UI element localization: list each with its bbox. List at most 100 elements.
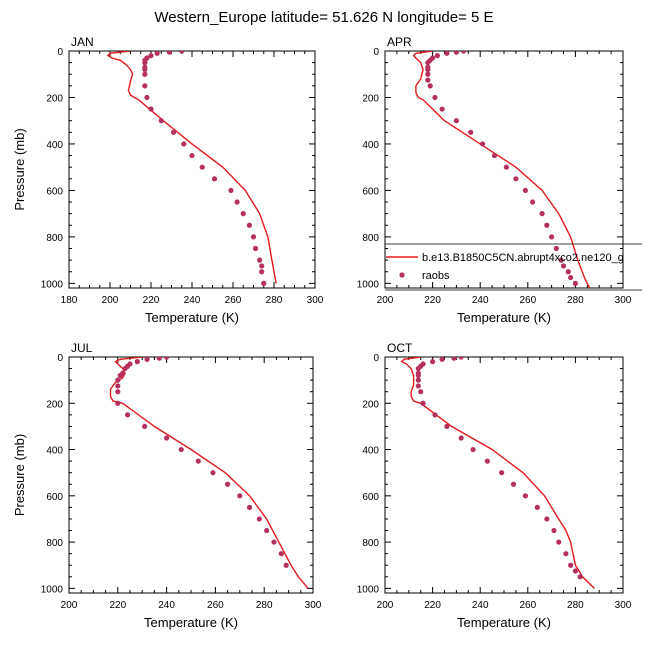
raobs-point (164, 435, 170, 441)
raobs-point (513, 176, 519, 182)
raobs-point (181, 141, 187, 147)
raobs-point (510, 481, 517, 487)
y-axis-title: Pressure (mb) (12, 434, 27, 516)
raobs-point (458, 357, 464, 360)
y-tick-label: 0 (373, 353, 379, 364)
raobs-point (499, 470, 505, 476)
raobs-point (434, 53, 440, 59)
raobs-point (156, 357, 162, 361)
plot-area (412, 51, 591, 288)
x-tick-label: 200 (377, 295, 394, 306)
raobs-point (115, 383, 121, 389)
panel-oct: 200 220 240 260 280 300 0 200 400 600 800 1000 OCT Te… (357, 341, 632, 630)
raobs-point (283, 562, 289, 568)
raobs-point (246, 222, 252, 228)
x-tick-label: 200 (102, 295, 119, 306)
panel-jan: 180 200 220 240 260 280 300 0 200 400 600 800 1000 JA… (12, 35, 324, 325)
y-tick-label: 200 (46, 93, 63, 104)
x-tick-label: 260 (225, 295, 242, 306)
x-tick-label: 280 (567, 600, 584, 611)
legend-raobs-swatch (399, 272, 405, 278)
x-tick-label: 260 (519, 295, 536, 306)
raobs-point (228, 187, 234, 194)
raobs-point (237, 493, 243, 499)
panel-label: JAN (71, 35, 94, 49)
raobs-point (144, 357, 150, 362)
x-axis-title: Temperature (K) (457, 615, 551, 630)
y-tick-label: 400 (46, 446, 63, 457)
raobs-point (563, 551, 569, 557)
x-tick-label: 300 (615, 295, 632, 306)
raobs-point (142, 71, 148, 77)
raobs-point (453, 51, 459, 55)
raobs-point (278, 551, 284, 557)
raobs-point (415, 365, 421, 372)
y-tick-label: 1000 (41, 584, 64, 595)
y-tick-label: 400 (362, 140, 379, 151)
x-tick-label: 240 (184, 295, 201, 306)
x-tick-label: 300 (615, 600, 632, 611)
raobs-point (115, 389, 121, 395)
y-tick-label: 800 (362, 538, 379, 549)
plot-area (109, 357, 309, 589)
raobs-point (425, 71, 431, 77)
panel-label: APR (387, 35, 412, 49)
plot-area (400, 357, 595, 589)
x-tick-label: 280 (567, 295, 584, 306)
raobs-point (544, 516, 550, 522)
raobs-point (430, 359, 436, 365)
raobs-point (252, 245, 259, 252)
raobs-point (453, 118, 459, 124)
y-tick-label: 800 (362, 233, 379, 244)
raobs-point (460, 51, 467, 54)
raobs-point (549, 234, 555, 240)
raobs-point (415, 372, 421, 379)
y-tick-label: 200 (46, 399, 63, 410)
raobs-point (142, 423, 148, 430)
raobs-point (572, 568, 579, 574)
y-tick-label: 400 (362, 446, 379, 457)
raobs-point (170, 129, 177, 135)
plot-frame (68, 356, 314, 594)
plot-area (106, 51, 277, 286)
y-tick-label: 0 (373, 47, 379, 58)
raobs-point (144, 94, 150, 101)
raobs-point (225, 481, 231, 487)
raobs-point (142, 60, 148, 66)
y-tick-label: 600 (362, 492, 379, 503)
raobs-point (479, 141, 486, 147)
raobs-point (427, 83, 433, 89)
raobs-point (418, 389, 424, 395)
y-tick-label: 0 (57, 47, 63, 58)
raobs-point (444, 423, 450, 430)
raobs-point (439, 106, 445, 112)
y-tick-label: 800 (46, 233, 63, 244)
raobs-point (451, 357, 457, 361)
raobs-point (420, 400, 426, 406)
y-tick-label: 1000 (357, 584, 380, 595)
raobs-point (148, 53, 154, 59)
x-axis-title: Temperature (K) (144, 615, 238, 630)
x-tick-label: 240 (472, 600, 489, 611)
x-axis-title: Temperature (K) (457, 310, 551, 325)
raobs-point (468, 129, 474, 135)
raobs-point (234, 199, 240, 205)
y-tick-label: 600 (46, 186, 63, 197)
raobs-point (259, 269, 265, 275)
raobs-point (164, 357, 170, 360)
raobs-point (264, 527, 270, 534)
raobs-point (470, 446, 476, 453)
y-tick-label: 800 (46, 538, 63, 549)
raobs-point (553, 245, 559, 252)
y-axis-title: Pressure (mb) (12, 128, 27, 210)
x-tick-label: 220 (109, 600, 126, 611)
raobs-point (271, 539, 277, 545)
raobs-point (117, 372, 123, 379)
x-tick-label: 200 (377, 600, 394, 611)
raobs-point (179, 51, 185, 54)
raobs-point (257, 257, 263, 263)
raobs-point (210, 470, 216, 476)
raobs-point (444, 51, 450, 56)
raobs-point (534, 504, 540, 510)
